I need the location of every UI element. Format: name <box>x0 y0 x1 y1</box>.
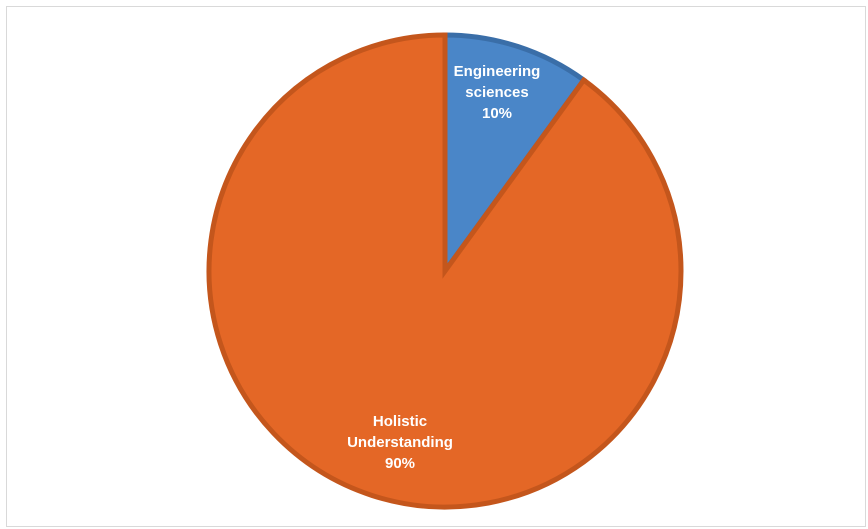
data-label-line: Understanding <box>347 434 453 451</box>
pie-slices <box>206 32 684 510</box>
data-label-line: sciences <box>465 84 528 101</box>
pie-slice-holistic-understanding <box>206 32 684 510</box>
data-label-engineering-sciences: Engineering sciences 10% <box>454 63 541 122</box>
data-label-holistic-understanding: Holistic Understanding 90% <box>347 413 453 472</box>
data-label-line: Holistic <box>373 413 427 430</box>
data-label-line: Engineering <box>454 63 541 80</box>
pie-data-labels: Engineering sciences 10% Holistic Understand… <box>347 63 540 472</box>
data-label-line: 10% <box>482 105 512 122</box>
pie-slice-engineering-sciences <box>442 32 588 279</box>
data-label-line: 90% <box>385 455 415 472</box>
